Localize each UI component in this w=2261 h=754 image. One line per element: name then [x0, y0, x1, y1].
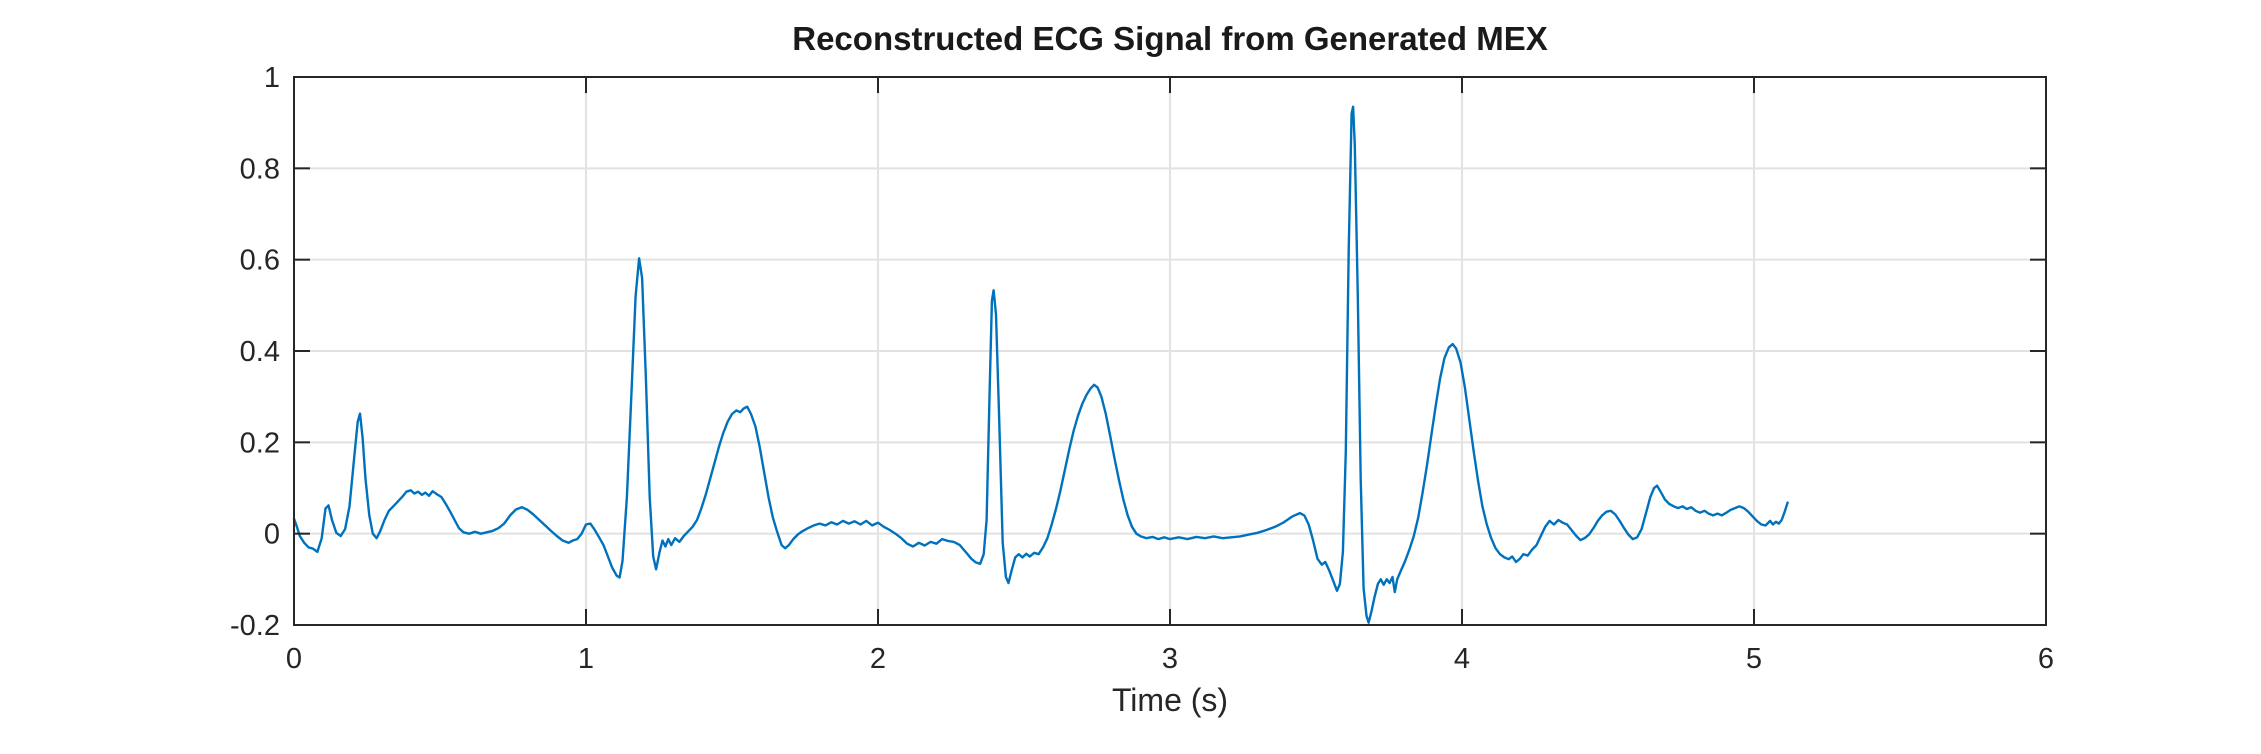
axis-layer [293, 76, 2047, 626]
x-tick-label: 1 [578, 643, 594, 675]
grid-layer [294, 77, 2046, 625]
x-tick-label: 4 [1454, 643, 1470, 675]
x-tick-label: 0 [286, 643, 302, 675]
x-tick-label: 6 [2038, 643, 2054, 675]
tick-label-layer: 0 1 2 3 4 5 6-0.200.20.40.60.81 [230, 62, 2054, 675]
y-tick-label: 0.4 [240, 336, 280, 368]
y-tick-label: 1 [264, 62, 280, 94]
chart-title: Reconstructed ECG Signal from Generated … [792, 20, 1548, 57]
x-tick-label: 2 [870, 643, 886, 675]
series-layer [292, 105, 1789, 624]
y-tick-label: 0.6 [240, 245, 280, 277]
y-tick-label: 0.8 [240, 153, 280, 185]
x-tick-label: 5 [1746, 643, 1762, 675]
y-tick-label: 0 [264, 519, 280, 551]
x-axis-label: Time (s) [1111, 682, 1229, 718]
ecg-signal-line [292, 105, 1789, 624]
y-tick-label: 0.2 [240, 427, 280, 459]
y-tick-label: -0.2 [230, 610, 280, 642]
x-tick-label: 3 [1162, 643, 1178, 675]
